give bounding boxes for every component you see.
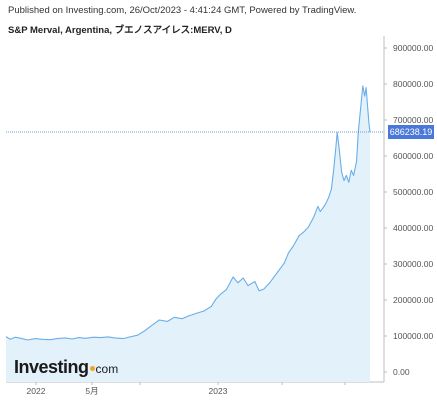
y-tick-label: 800000.00 — [393, 79, 433, 89]
y-tick-label: 0.00 — [393, 367, 410, 377]
y-tick-label: 900000.00 — [393, 43, 433, 53]
logo-main-text: Investing — [14, 357, 89, 377]
x-axis: 2022 5月 2023 — [6, 381, 384, 396]
y-tick-label: 200000.00 — [393, 295, 433, 305]
x-tick-label: 2022 — [27, 386, 46, 396]
last-price-badge: 686238.19 — [388, 124, 434, 139]
series-line — [5, 85, 371, 341]
series-area — [6, 85, 370, 383]
x-tick-label: 5月 — [85, 386, 98, 396]
y-tick-label: 700000.00 — [393, 115, 433, 125]
logo-dot-icon — [89, 366, 95, 371]
plot-area — [5, 85, 384, 383]
chart-title: S&P Merval, Argentina, ブエノスアイレス:MERV, D — [8, 25, 232, 36]
y-tick-label: 600000.00 — [393, 151, 433, 161]
y-tick-label: 100000.00 — [393, 331, 433, 341]
x-tick-label: 2023 — [209, 386, 228, 396]
y-tick-label: 500000.00 — [393, 187, 433, 197]
logo-suffix-text: com — [95, 362, 119, 376]
investing-logo: Investing com — [14, 357, 118, 379]
published-note: Published on Investing.com, 26/Oct/2023 … — [8, 5, 357, 16]
y-tick-label: 300000.00 — [393, 259, 433, 269]
y-tick-label: 400000.00 — [393, 223, 433, 233]
y-axis: 0.00 100000.00 200000.00 300000.00 400000.00… — [383, 36, 433, 382]
